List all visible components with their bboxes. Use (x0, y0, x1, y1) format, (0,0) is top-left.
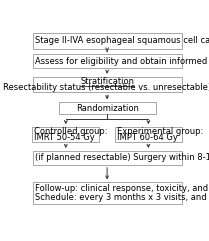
FancyBboxPatch shape (33, 77, 182, 93)
Text: Experimental group:: Experimental group: (117, 127, 203, 136)
Text: Follow-up: clinical response, toxicity, and quality of life evaluation: Follow-up: clinical response, toxicity, … (34, 184, 209, 193)
Text: Stage II-IVA esophageal squamous cell carcinoma: Stage II-IVA esophageal squamous cell ca… (34, 36, 209, 46)
Text: Resectability status (resectable vs. unresectable): Resectability status (resectable vs. unr… (3, 83, 209, 92)
FancyBboxPatch shape (59, 102, 156, 114)
Text: Schedule: every 3 months x 3 visits, and every 6 months x 2 visits, then annuall: Schedule: every 3 months x 3 visits, and… (34, 193, 209, 202)
FancyBboxPatch shape (33, 33, 182, 49)
FancyBboxPatch shape (115, 127, 182, 142)
FancyBboxPatch shape (33, 182, 182, 204)
FancyBboxPatch shape (33, 151, 182, 165)
FancyBboxPatch shape (33, 54, 182, 68)
Text: IMPT 60-64 Gy: IMPT 60-64 Gy (117, 133, 178, 142)
Text: Controlled group:: Controlled group: (34, 127, 108, 136)
Text: Randomization: Randomization (76, 104, 139, 113)
Text: Assess for eligibility and obtain informed consent: Assess for eligibility and obtain inform… (34, 57, 209, 66)
Text: IMRT 50-54 Gy: IMRT 50-54 Gy (34, 133, 95, 142)
Text: (if planned resectable) Surgery within 8-12 weeks: (if planned resectable) Surgery within 8… (34, 153, 209, 162)
FancyBboxPatch shape (32, 127, 99, 142)
Text: Stratification: Stratification (80, 77, 134, 86)
